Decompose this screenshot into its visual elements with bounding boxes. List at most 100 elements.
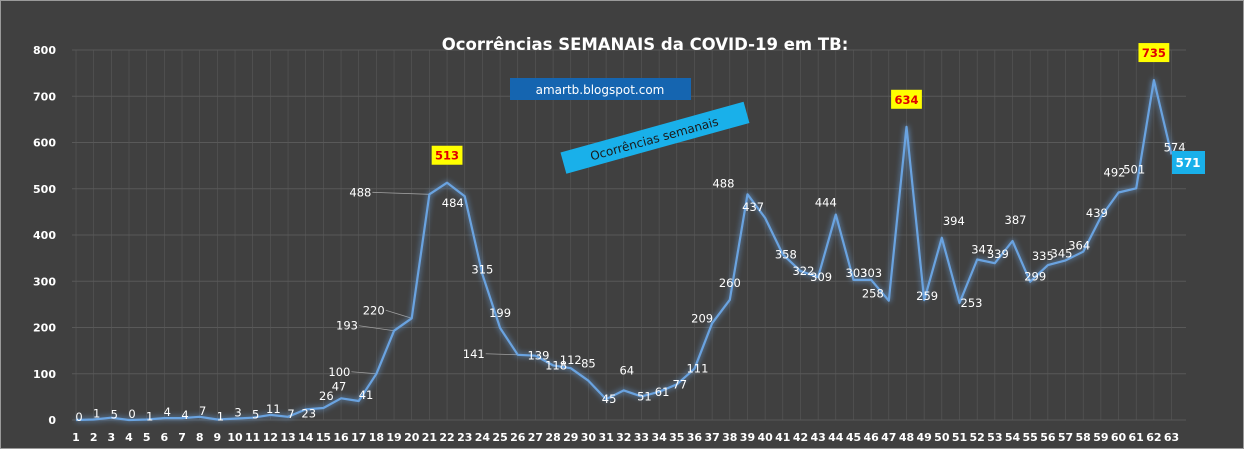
data-label: 358 xyxy=(775,247,797,261)
data-label: 61 xyxy=(655,385,670,399)
data-label: 141 xyxy=(463,347,485,361)
x-tick-label: 16 xyxy=(333,431,349,444)
last-value-callout-text: 571 xyxy=(1175,156,1200,170)
y-tick-label: 300 xyxy=(33,275,56,288)
x-tick-label: 63 xyxy=(1164,431,1179,444)
data-label: 5 xyxy=(111,408,118,422)
data-label: 259 xyxy=(916,289,938,303)
data-label: 309 xyxy=(810,270,832,284)
data-label: 4 xyxy=(181,408,188,422)
x-axis-ticks: 1 2 3 4 5 6 7 8 9 10 11 12 13 14 15 16 17 18 19 20 21 22 23 24 2… xyxy=(72,431,1179,444)
data-label: 100 xyxy=(328,365,350,379)
data-label: 364 xyxy=(1068,239,1090,253)
data-label: 112 xyxy=(560,353,582,367)
x-tick-label: 46 xyxy=(863,431,879,444)
data-label: 41 xyxy=(359,388,374,402)
data-label: 7 xyxy=(199,404,206,418)
x-tick-label: 38 xyxy=(722,431,737,444)
data-label: 345 xyxy=(1051,246,1073,260)
x-tick-label: 47 xyxy=(881,431,896,444)
data-label: 77 xyxy=(672,377,687,391)
y-tick-label: 700 xyxy=(33,90,56,103)
x-tick-label: 22 xyxy=(439,431,454,444)
x-tick-label: 24 xyxy=(475,431,491,444)
x-tick-label: 2 xyxy=(90,431,98,444)
data-label: 1 xyxy=(217,410,224,424)
x-tick-label: 43 xyxy=(810,431,825,444)
data-label: 322 xyxy=(792,264,814,278)
x-tick-label: 19 xyxy=(386,431,401,444)
blog-banner-text: amartb.blogspot.com xyxy=(536,83,665,97)
x-tick-label: 30 xyxy=(581,431,597,444)
highlight-label-box xyxy=(891,89,922,109)
x-tick-label: 28 xyxy=(545,431,560,444)
y-tick-label: 400 xyxy=(33,229,56,242)
data-label: 45 xyxy=(602,392,617,406)
x-tick-label: 25 xyxy=(492,431,507,444)
x-tick-label: 29 xyxy=(563,431,578,444)
x-tick-label: 62 xyxy=(1146,431,1161,444)
data-label: 199 xyxy=(489,306,511,320)
x-tick-label: 8 xyxy=(196,431,204,444)
x-tick-label: 40 xyxy=(757,431,773,444)
x-tick-label: 7 xyxy=(178,431,186,444)
data-label: 299 xyxy=(1024,270,1046,284)
data-label: 258 xyxy=(862,287,884,301)
series-banner-text: Ocorrências semanais xyxy=(589,115,720,164)
data-label: 0 xyxy=(128,407,135,421)
label-leader-line xyxy=(485,353,518,356)
data-label: 315 xyxy=(471,262,493,276)
y-tick-label: 800 xyxy=(33,44,56,57)
data-label: 193 xyxy=(336,319,358,333)
x-tick-label: 4 xyxy=(125,431,133,444)
x-tick-label: 21 xyxy=(422,431,437,444)
data-label: 335 xyxy=(1032,249,1054,263)
x-tick-label: 36 xyxy=(687,431,703,444)
x-tick-label: 27 xyxy=(528,431,543,444)
series-banner: Ocorrências semanais xyxy=(560,101,750,174)
x-tick-label: 44 xyxy=(828,431,844,444)
grid-lines xyxy=(72,49,1186,421)
data-label: 303 xyxy=(860,266,882,280)
data-label: 11 xyxy=(266,402,281,416)
data-labels: 0 1 5 0 1 4 4 7 1 3 5 11 7 23264741100193220488513484… xyxy=(75,43,1186,424)
y-tick-label: 0 xyxy=(48,414,56,427)
x-tick-label: 13 xyxy=(280,431,295,444)
data-label: 85 xyxy=(581,357,596,371)
label-leader-line xyxy=(385,309,412,319)
x-tick-label: 20 xyxy=(404,431,420,444)
data-label: 51 xyxy=(637,389,652,403)
x-tick-label: 6 xyxy=(161,431,169,444)
data-label: 501 xyxy=(1123,162,1145,176)
data-label: 253 xyxy=(961,296,983,310)
data-label: 64 xyxy=(619,363,634,377)
x-tick-label: 18 xyxy=(369,431,384,444)
data-label: 47 xyxy=(332,379,347,393)
x-tick-label: 32 xyxy=(616,431,631,444)
data-label: 492 xyxy=(1104,165,1126,179)
highlight-label-box xyxy=(1138,43,1170,63)
highlight-label-box xyxy=(431,145,463,165)
x-tick-label: 41 xyxy=(775,431,790,444)
data-label: 394 xyxy=(943,214,965,228)
data-label: 488 xyxy=(349,185,371,199)
data-label-highlight: 513 xyxy=(435,149,459,163)
data-label: 3 xyxy=(234,406,241,420)
x-tick-label: 56 xyxy=(1040,431,1056,444)
x-tick-label: 26 xyxy=(510,431,526,444)
x-tick-label: 52 xyxy=(970,431,985,444)
x-tick-label: 23 xyxy=(457,431,472,444)
data-label: 1 xyxy=(93,407,100,421)
x-tick-label: 12 xyxy=(263,431,278,444)
x-tick-label: 3 xyxy=(108,431,116,444)
label-leader-line xyxy=(351,371,377,375)
data-label: 7 xyxy=(287,407,294,421)
x-tick-label: 5 xyxy=(143,431,151,444)
data-label: 444 xyxy=(815,196,837,210)
data-label: 23 xyxy=(301,406,316,420)
label-leader-line xyxy=(372,191,430,195)
data-label: 118 xyxy=(545,358,567,372)
y-tick-label: 200 xyxy=(33,322,56,335)
y-tick-label: 100 xyxy=(33,368,56,381)
x-tick-label: 9 xyxy=(214,431,222,444)
